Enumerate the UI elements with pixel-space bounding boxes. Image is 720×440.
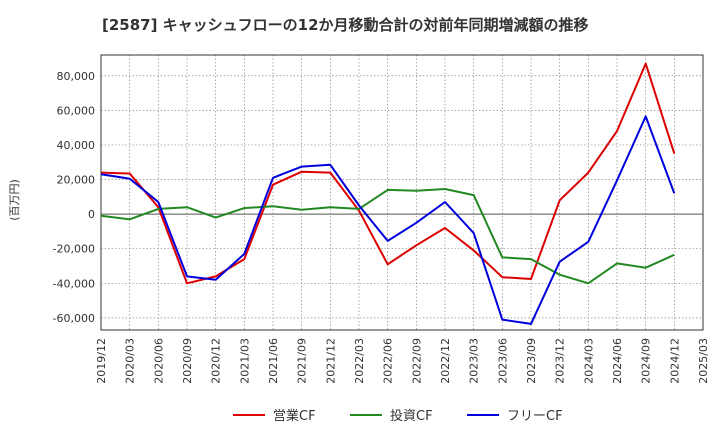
- legend: 営業CF 投資CF フリーCF: [233, 408, 563, 424]
- x-tick-label: 2024/12: [668, 338, 681, 384]
- y-tick-label: 40,000: [57, 139, 96, 152]
- y-tick-label: 80,000: [57, 70, 96, 83]
- x-tick-label: 2022/06: [382, 338, 395, 384]
- x-tick-label: 2019/12: [95, 338, 108, 384]
- x-tick-label: 2021/12: [324, 338, 337, 384]
- legend-label-3: フリーCF: [507, 409, 563, 424]
- series-lines: [100, 62, 676, 325]
- x-tick-label: 2025/03: [697, 338, 710, 384]
- y-tick-label: 20,000: [57, 174, 96, 187]
- x-tick-label: 2023/12: [554, 338, 567, 384]
- legend-label-1: 営業CF: [273, 408, 316, 424]
- x-tick-labels: 2019/12 2020/03 2020/06 2020/09 2020/12 2021/…: [95, 338, 710, 384]
- x-tick-label: 2023/06: [496, 338, 509, 384]
- y-axis-label: (百万円): [8, 179, 21, 221]
- y-tick-label: -60,000: [53, 312, 95, 325]
- x-tick-label: 2023/09: [525, 338, 538, 384]
- x-tick-label: 2020/09: [181, 338, 194, 384]
- chart-title: [2587] キャッシュフローの12か月移動合計の対前年同期増減額の推移: [102, 16, 589, 34]
- x-tick-label: 2022/09: [410, 338, 423, 384]
- y-tick-label: -20,000: [53, 243, 95, 256]
- y-tick-label: -40,000: [53, 277, 95, 290]
- x-tick-label: 2024/06: [611, 338, 624, 384]
- series-line-3: [100, 115, 676, 325]
- x-tick-label: 2020/06: [152, 338, 165, 384]
- legend-label-2: 投資CF: [390, 408, 433, 424]
- x-tick-label: 2024/09: [640, 338, 653, 384]
- x-tick-label: 2021/09: [296, 338, 309, 384]
- plot-frame: [100, 54, 704, 331]
- x-tick-label: 2022/03: [353, 338, 366, 384]
- grid: [100, 55, 704, 330]
- series-line-1: [100, 62, 676, 285]
- series-line-2: [100, 188, 675, 285]
- x-tick-label: 2021/03: [238, 338, 251, 384]
- x-tick-label: 2022/12: [439, 338, 452, 384]
- x-tick-label: 2020/03: [124, 338, 137, 384]
- y-tick-label: 0: [88, 208, 95, 221]
- y-tick-labels: 80,000 60,000 40,000 20,000 0 -20,000 -40,000 -…: [53, 70, 95, 325]
- x-tick-label: 2024/03: [582, 338, 595, 384]
- x-tick-label: 2021/06: [267, 338, 280, 384]
- axes: [100, 54, 704, 331]
- x-tick-label: 2020/12: [210, 338, 223, 384]
- x-tick-label: 2023/03: [468, 338, 481, 384]
- y-tick-label: 60,000: [57, 104, 96, 117]
